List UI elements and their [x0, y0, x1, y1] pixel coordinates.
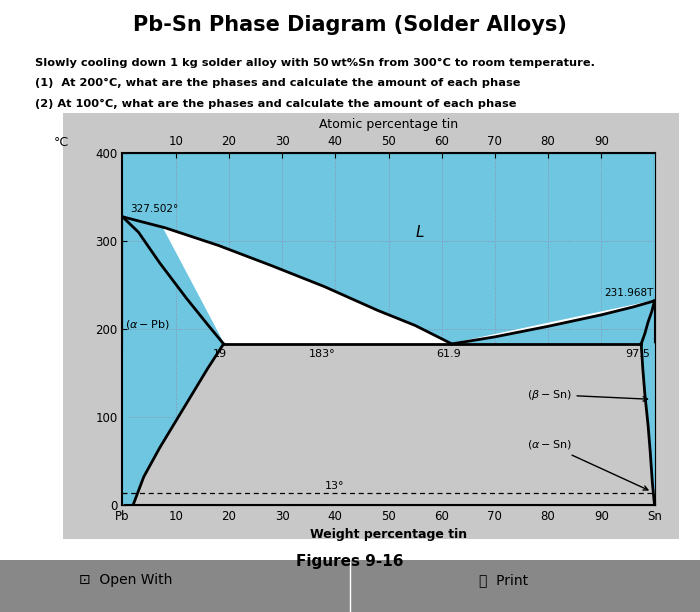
Text: Figures 9-16: Figures 9-16 — [296, 554, 404, 569]
Text: 231.968T: 231.968T — [604, 288, 653, 299]
Text: (2) At 100°C, what are the phases and calculate the amount of each phase: (2) At 100°C, what are the phases and ca… — [35, 99, 517, 108]
Text: °C: °C — [53, 136, 69, 149]
Polygon shape — [452, 301, 654, 344]
Text: Pb-Sn Phase Diagram (Solder Alloys): Pb-Sn Phase Diagram (Solder Alloys) — [133, 15, 567, 35]
Text: 183°: 183° — [309, 349, 335, 359]
Text: $(\alpha -\mathrm{Sn})$: $(\alpha -\mathrm{Sn})$ — [527, 438, 648, 490]
Text: ⊡  Open With: ⊡ Open With — [79, 573, 173, 587]
Text: Slowly cooling down 1 kg solder alloy with 50 wt%Sn from 300°C to room temperatu: Slowly cooling down 1 kg solder alloy wi… — [35, 58, 595, 68]
Polygon shape — [122, 344, 223, 505]
Text: L: L — [415, 225, 424, 239]
Polygon shape — [133, 344, 655, 505]
Text: 61.9: 61.9 — [436, 349, 461, 359]
Text: $(\beta -\mathrm{Sn})$: $(\beta -\mathrm{Sn})$ — [527, 387, 648, 401]
Text: 327.502°: 327.502° — [130, 204, 178, 214]
Polygon shape — [641, 153, 654, 344]
Polygon shape — [641, 344, 654, 505]
Text: (1)  At 200°C, what are the phases and calculate the amount of each phase: (1) At 200°C, what are the phases and ca… — [35, 78, 521, 88]
Text: 13°: 13° — [325, 481, 344, 491]
Polygon shape — [122, 217, 452, 344]
Text: 🖨  Print: 🖨 Print — [480, 573, 528, 587]
Text: $(\alpha -\mathrm{Pb})$: $(\alpha -\mathrm{Pb})$ — [125, 318, 169, 330]
X-axis label: Atomic percentage tin: Atomic percentage tin — [319, 118, 458, 131]
Polygon shape — [122, 153, 223, 344]
Text: 97.5: 97.5 — [625, 349, 650, 359]
Text: 19: 19 — [213, 349, 227, 359]
X-axis label: Weight percentage tin: Weight percentage tin — [310, 528, 467, 542]
